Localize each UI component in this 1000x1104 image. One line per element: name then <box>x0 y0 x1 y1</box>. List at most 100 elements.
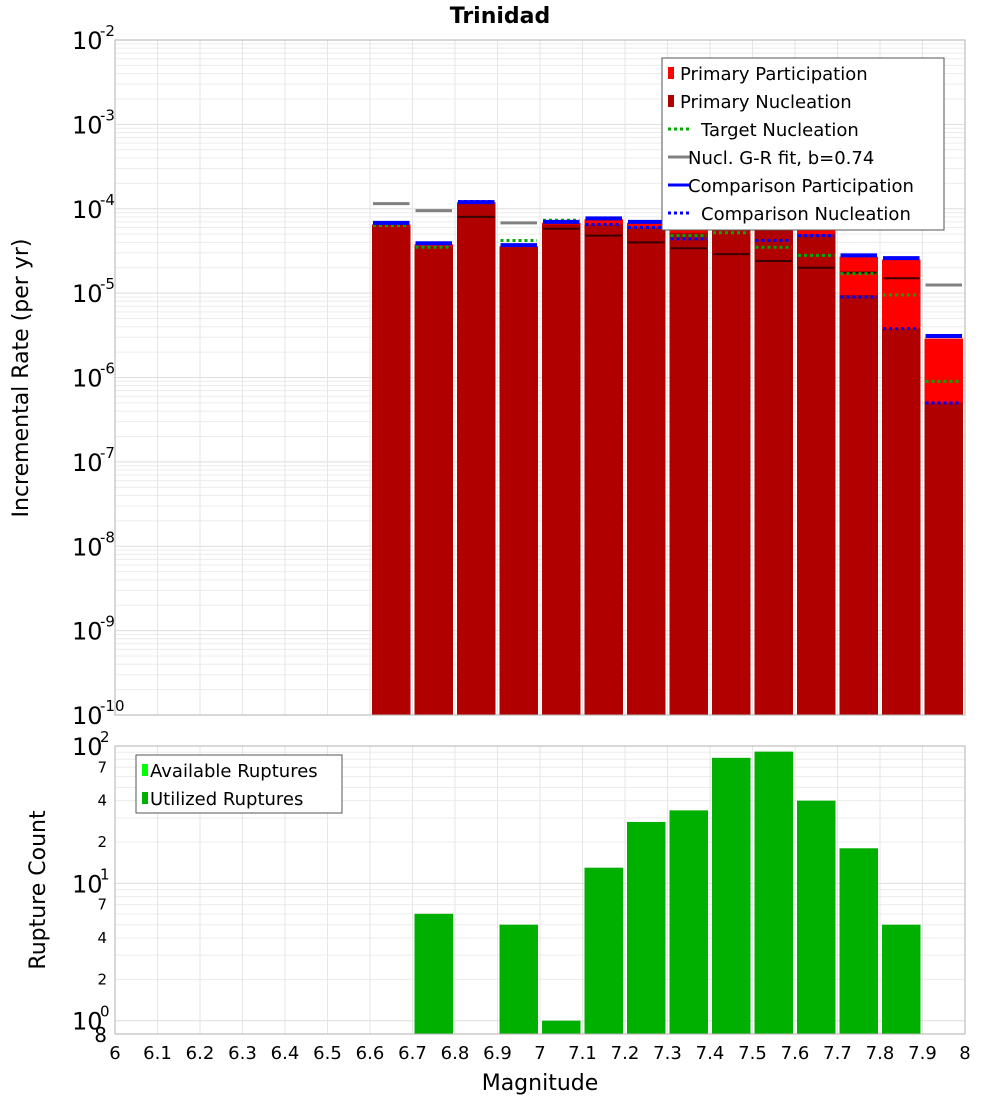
nucleation-bar <box>797 234 836 715</box>
y-tick-exponent: -8 <box>100 528 115 546</box>
rupture-count-bar <box>542 1020 581 1034</box>
nucleation-bar <box>754 227 793 715</box>
y-tick-exponent: -6 <box>100 360 115 378</box>
legend-entry: Primary Participation <box>668 64 868 85</box>
legend-label: Comparison Participation <box>688 176 914 197</box>
x-tick-label: 6.9 <box>483 1043 512 1064</box>
count-y-axis-label: Rupture Count <box>26 810 51 970</box>
y-minor-tick-label: 7 <box>97 758 107 776</box>
x-tick-label: 7.9 <box>908 1043 937 1064</box>
nucleation-bar <box>669 232 708 715</box>
nucleation-bar <box>499 247 538 716</box>
nucleation-bar <box>882 328 921 715</box>
y-tick-exponent: 1 <box>100 865 110 883</box>
nucleation-bar <box>712 227 751 715</box>
legend-label: Primary Participation <box>680 64 868 85</box>
nucleation-bar <box>372 224 411 715</box>
y-tick-exponent: -9 <box>100 613 115 631</box>
legend-label: Primary Nucleation <box>680 92 852 113</box>
x-tick-label: 6.3 <box>228 1043 257 1064</box>
legend-entry: Primary Nucleation <box>668 92 852 113</box>
x-tick-label: 7.4 <box>696 1043 725 1064</box>
y-minor-tick-label: 2 <box>97 833 107 851</box>
y-tick-base: 10 <box>72 1008 103 1036</box>
y-minor-tick-label: 2 <box>97 970 107 988</box>
y-tick-base: 10 <box>72 449 103 477</box>
y-tick-exponent: -2 <box>100 22 115 40</box>
x-tick-label: 7.2 <box>611 1043 640 1064</box>
x-tick-label: 6.8 <box>441 1043 470 1064</box>
legend-entry: Nucl. G-R fit, b=0.74 <box>668 148 874 169</box>
nucleation-bar <box>839 295 878 715</box>
count-plot-frame <box>114 745 966 1035</box>
x-tick-label: 7.6 <box>781 1043 810 1064</box>
y-tick-label: 10-2 <box>72 22 115 55</box>
nucleation-bar <box>584 224 623 715</box>
rupture-count-bar <box>839 848 878 1034</box>
y-tick-exponent: -10 <box>100 697 125 715</box>
y-tick-exponent: 2 <box>100 728 110 746</box>
rupture-count-bar <box>627 821 666 1034</box>
y-tick-exponent: -5 <box>100 275 115 293</box>
y-tick-exponent: 0 <box>100 1003 110 1021</box>
y-tick-base: 10 <box>72 702 103 730</box>
legend-swatch <box>142 764 148 776</box>
count-bars <box>414 751 921 1034</box>
x-tick-label: 6 <box>109 1043 120 1064</box>
y-tick-label: 10-6 <box>72 360 115 393</box>
x-tick-label: 8 <box>959 1043 970 1064</box>
y-tick-label: 10-7 <box>72 444 115 477</box>
rate-legend: Primary Participation Primary Nucleation T… <box>661 57 945 231</box>
legend-swatch <box>668 67 674 79</box>
nucleation-bar <box>457 203 496 716</box>
x-tick-label: 7 <box>534 1043 545 1064</box>
count-x-ticks: 6 6.1 6.2 6.3 6.4 6.5 6.6 6.7 6.8 6.9 7 7.1 7.2 7.3 7.… <box>109 1043 970 1064</box>
y-tick-label: 10-4 <box>72 191 115 224</box>
y-tick-base: 10 <box>72 533 103 561</box>
x-tick-label: 7.1 <box>568 1043 597 1064</box>
x-tick-label: 6.5 <box>313 1043 342 1064</box>
y-tick-label: 10-3 <box>72 106 115 139</box>
count-legend: Available Ruptures Utilized Ruptures <box>135 754 343 814</box>
rate-bars <box>372 202 963 716</box>
legend-label: Utilized Ruptures <box>150 789 303 810</box>
y-tick-base: 10 <box>72 618 103 646</box>
x-tick-label: 7.7 <box>823 1043 852 1064</box>
x-tick-label: 6.4 <box>271 1043 300 1064</box>
y-tick-base: 10 <box>72 196 103 224</box>
rate-panel: Trinidad 10-210-310-410-510-610-710-810-… <box>9 4 966 730</box>
y-tick-base: 10 <box>72 365 103 393</box>
y-tick-label: 100 <box>72 1003 110 1036</box>
legend-entry: Available Ruptures <box>142 761 318 782</box>
y-tick-exponent: -3 <box>100 106 115 124</box>
legend-label: Target Nucleation <box>700 120 859 141</box>
y-bottom-tick-label: 8 <box>94 1023 107 1047</box>
y-tick-exponent: -7 <box>100 444 115 462</box>
nucleation-bar <box>414 246 453 715</box>
y-tick-base: 10 <box>72 27 103 55</box>
nucleation-bar <box>627 227 666 715</box>
y-tick-label: 101 <box>72 865 110 898</box>
rupture-count-bar <box>584 867 623 1034</box>
x-tick-label: 6.6 <box>356 1043 385 1064</box>
legend-entry: Comparison Participation <box>668 176 914 197</box>
nucleation-bar <box>924 402 963 715</box>
x-tick-label: 7.5 <box>738 1043 767 1064</box>
legend-swatch <box>668 95 674 107</box>
rupture-count-bar <box>882 924 921 1034</box>
chart-title: Trinidad <box>450 4 551 29</box>
rate-y-axis-label: Incremental Rate (per yr) <box>9 239 34 518</box>
y-tick-base: 10 <box>72 280 103 308</box>
rate-plot-frame <box>114 39 966 716</box>
rate-y-ticks: 10-210-310-410-510-610-710-810-910-10 <box>72 22 125 730</box>
y-tick-base: 10 <box>72 733 103 761</box>
x-tick-label: 6.1 <box>143 1043 172 1064</box>
legend-label: Comparison Nucleation <box>701 204 911 225</box>
rupture-count-bar <box>797 800 836 1034</box>
nucleation-bar <box>542 224 581 715</box>
y-tick-base: 10 <box>72 870 103 898</box>
rupture-count-bar <box>754 751 793 1034</box>
rupture-count-bar <box>669 810 708 1034</box>
